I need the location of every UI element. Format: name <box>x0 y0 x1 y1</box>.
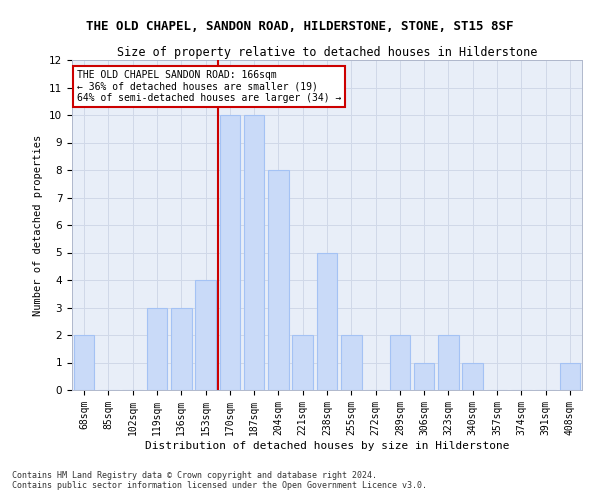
Bar <box>317 252 337 390</box>
Text: THE OLD CHAPEL, SANDON ROAD, HILDERSTONE, STONE, ST15 8SF: THE OLD CHAPEL, SANDON ROAD, HILDERSTONE… <box>86 20 514 33</box>
Bar <box>560 362 580 390</box>
Bar <box>292 335 313 390</box>
X-axis label: Distribution of detached houses by size in Hilderstone: Distribution of detached houses by size … <box>145 440 509 450</box>
Text: Contains HM Land Registry data © Crown copyright and database right 2024.: Contains HM Land Registry data © Crown c… <box>12 470 377 480</box>
Bar <box>463 362 483 390</box>
Bar <box>195 280 216 390</box>
Bar <box>74 335 94 390</box>
Title: Size of property relative to detached houses in Hilderstone: Size of property relative to detached ho… <box>117 46 537 59</box>
Text: Contains public sector information licensed under the Open Government Licence v3: Contains public sector information licen… <box>12 480 427 490</box>
Y-axis label: Number of detached properties: Number of detached properties <box>34 134 43 316</box>
Bar <box>244 115 265 390</box>
Bar <box>414 362 434 390</box>
Bar <box>268 170 289 390</box>
Bar <box>438 335 459 390</box>
Bar <box>389 335 410 390</box>
Bar <box>171 308 191 390</box>
Bar <box>341 335 362 390</box>
Text: THE OLD CHAPEL SANDON ROAD: 166sqm
← 36% of detached houses are smaller (19)
64%: THE OLD CHAPEL SANDON ROAD: 166sqm ← 36%… <box>77 70 341 103</box>
Bar <box>220 115 240 390</box>
Bar <box>146 308 167 390</box>
